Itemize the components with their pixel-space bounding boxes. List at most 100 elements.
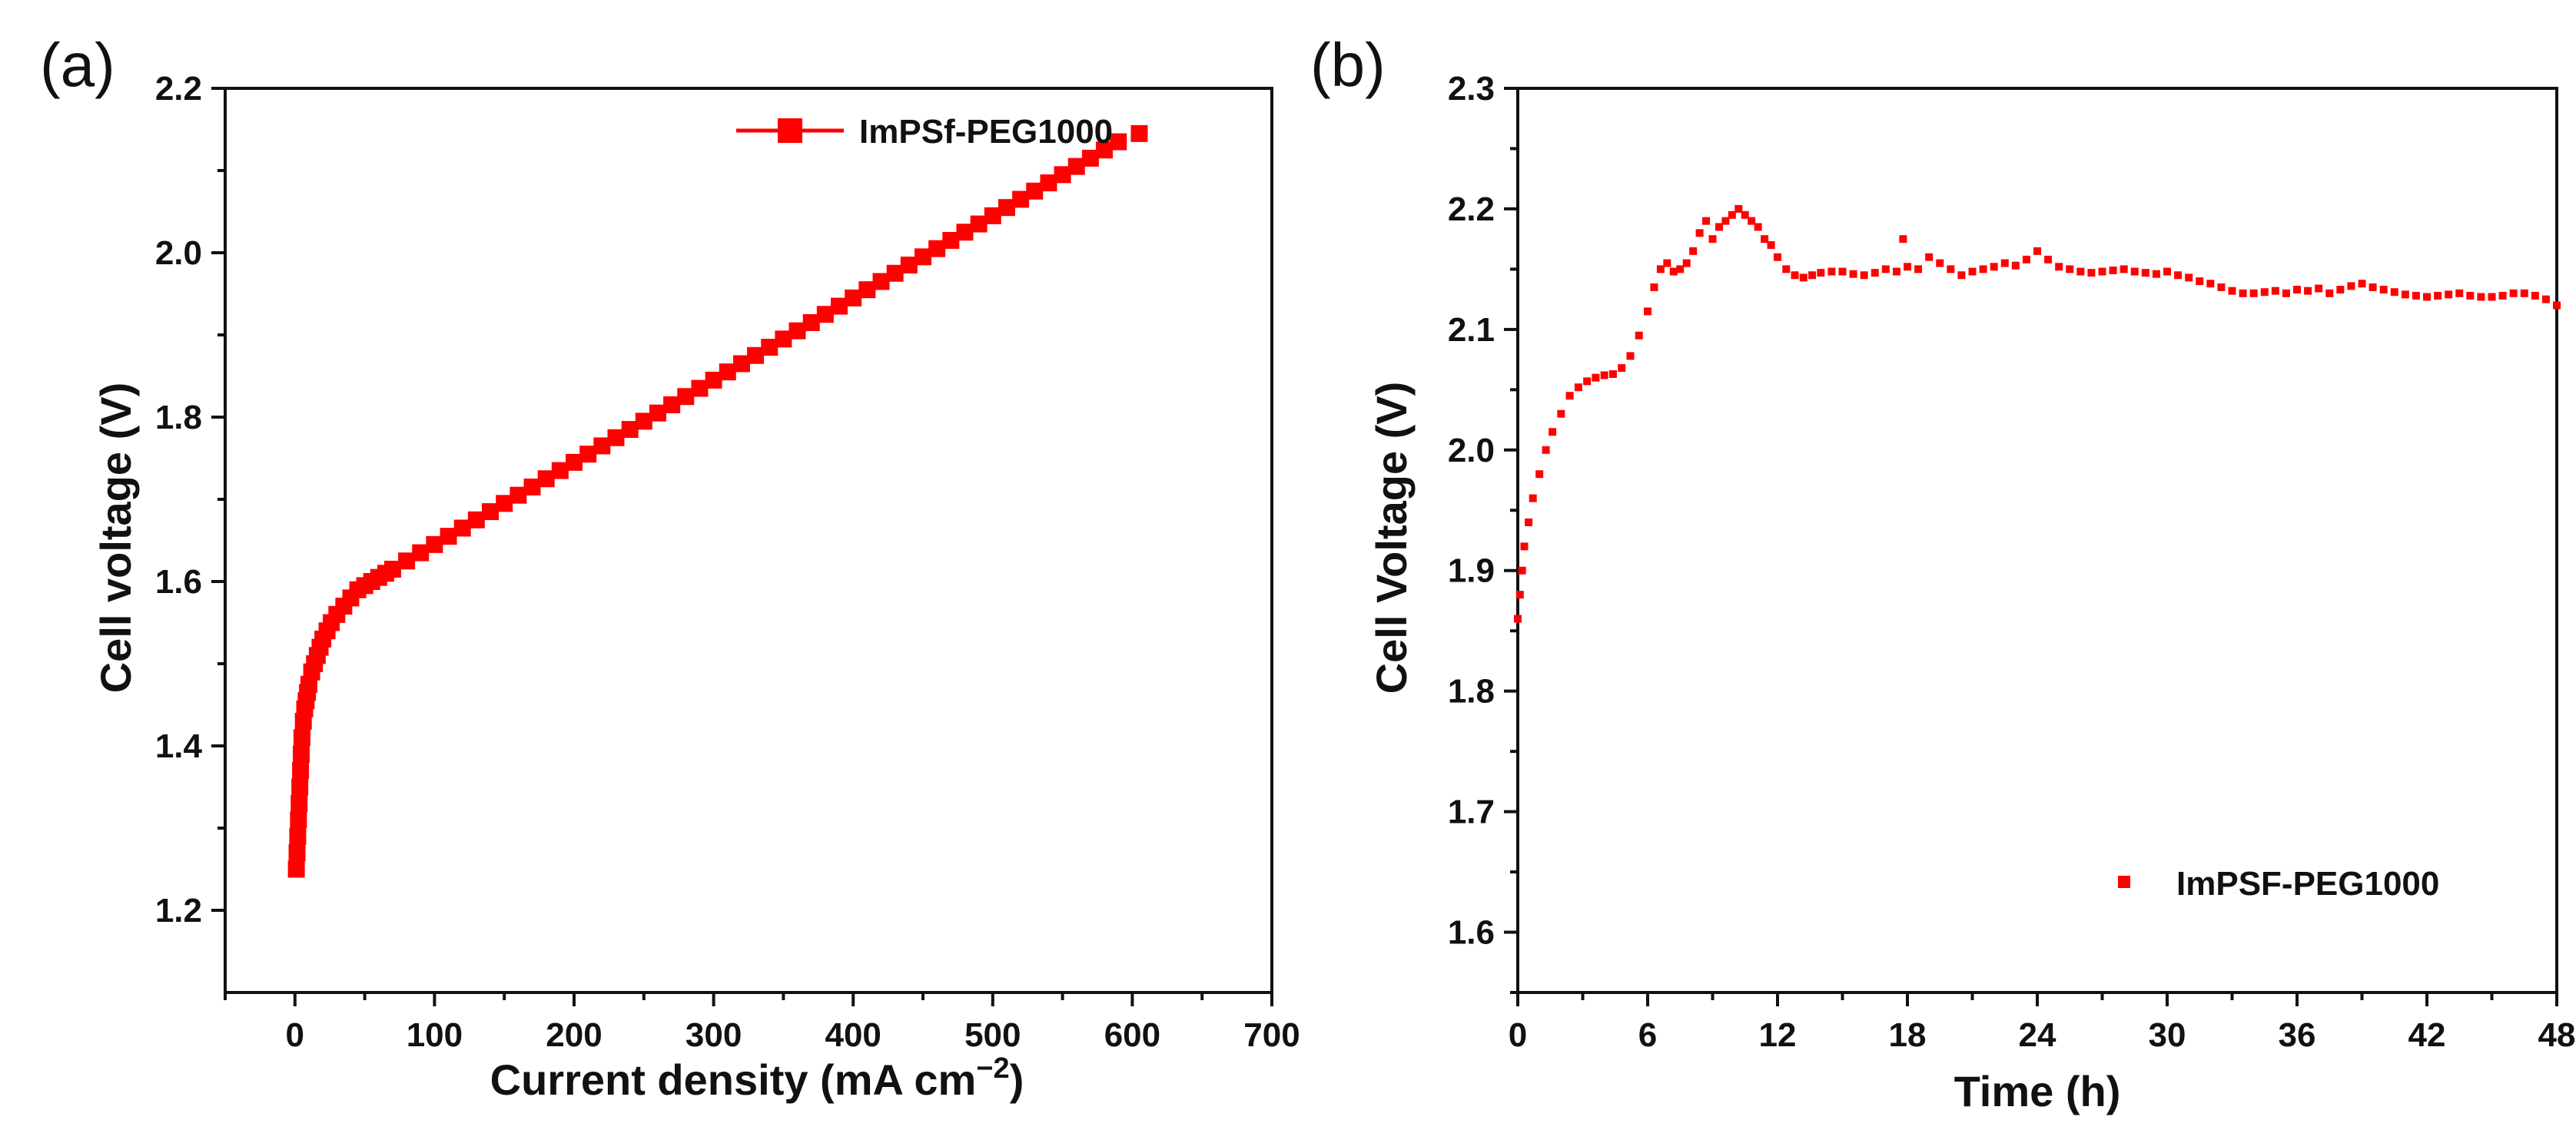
panel-b-data-point bbox=[2196, 277, 2204, 286]
panel-b-x-tick-label: 48 bbox=[2538, 1016, 2576, 1054]
panel-b-series bbox=[1514, 204, 2561, 623]
panel-b-data-point bbox=[1525, 518, 1533, 526]
panel-a-data-point bbox=[287, 860, 305, 878]
panel-a-data-point bbox=[551, 462, 569, 479]
panel-b-data-point bbox=[1899, 235, 1907, 244]
panel-b-data-point bbox=[1557, 409, 1565, 418]
panel-b-x-tick-label: 12 bbox=[1759, 1016, 1797, 1054]
panel-b-data-point bbox=[2000, 259, 2009, 267]
panel-a-data-point bbox=[426, 535, 443, 553]
panel-b-data-point bbox=[2130, 267, 2139, 276]
panel-b-data-point bbox=[2293, 286, 2301, 294]
panel-a-data-point bbox=[1040, 174, 1057, 192]
panel-a-data-point bbox=[900, 257, 918, 274]
panel-a-data-point bbox=[579, 446, 597, 463]
panel-b-data-point bbox=[2455, 289, 2464, 297]
panel-a-data-point bbox=[761, 339, 778, 356]
panel-a-data-point bbox=[290, 811, 307, 829]
panel-b-data-point bbox=[1936, 259, 1944, 267]
panel-a-x-tick-label: 300 bbox=[685, 1016, 742, 1054]
panel-a-legend-label: ImPSf-PEG1000 bbox=[859, 113, 1113, 151]
panel-b-x-tick-label: 0 bbox=[1509, 1016, 1527, 1054]
panel-b-data-point bbox=[2401, 290, 2409, 299]
panel-b-data-point bbox=[1767, 241, 1775, 250]
panel-a-data-point bbox=[845, 289, 862, 307]
panel-b-data-point bbox=[2358, 280, 2366, 288]
panel-a-data-point bbox=[788, 322, 806, 340]
panel-a-data-point bbox=[289, 827, 307, 845]
panel-a-data-point bbox=[412, 544, 430, 562]
panel-a-data-point bbox=[293, 729, 310, 747]
panel-b-y-tick-label: 1.9 bbox=[1448, 552, 1495, 590]
panel-a-data-point bbox=[1012, 191, 1030, 208]
panel-a-data-point bbox=[523, 478, 541, 495]
panel-b-y-tick-label: 2.3 bbox=[1448, 70, 1495, 108]
panel-a-y-tick-label: 2.0 bbox=[155, 234, 202, 272]
panel-b-data-point bbox=[1565, 392, 1574, 400]
panel-b-y-tick-label: 1.6 bbox=[1448, 914, 1495, 952]
panel-a-data-point bbox=[607, 429, 625, 446]
panel-b-data-point bbox=[1827, 267, 1836, 276]
panel-b-data-point bbox=[2087, 269, 2096, 277]
panel-a-data-point bbox=[398, 552, 416, 570]
panel-b-data-point bbox=[1618, 364, 1626, 373]
panel-a-data-point bbox=[635, 413, 652, 430]
panel-b-data-point bbox=[1695, 229, 1704, 237]
panel-a-data-point bbox=[292, 762, 310, 780]
panel-b-legend-marker bbox=[2118, 876, 2130, 888]
panel-b-data-point bbox=[1957, 271, 1966, 280]
panel-a-data-point bbox=[1096, 141, 1114, 159]
panel-b-data-point bbox=[1860, 271, 1868, 280]
panel-b-data-point bbox=[1574, 383, 1582, 392]
panel-a-data-point bbox=[292, 745, 310, 763]
panel-b-x-tick-label: 42 bbox=[2408, 1016, 2446, 1054]
panel-a-data-point bbox=[291, 778, 309, 796]
panel-a-x-tick-label: 700 bbox=[1243, 1016, 1300, 1054]
panel-a-data-point bbox=[802, 313, 820, 331]
panel-b-data-point bbox=[1542, 446, 1550, 454]
panel-b-data-point bbox=[1817, 269, 1825, 277]
panel-a-data-point bbox=[942, 231, 960, 249]
panel-b-data-point bbox=[2011, 261, 2020, 270]
panel-a-data-point bbox=[719, 363, 736, 381]
panel-a-data-point bbox=[831, 297, 848, 315]
panel-b-data-point bbox=[2445, 290, 2453, 299]
panel-b-data-point bbox=[2163, 267, 2171, 276]
panel-b-data-point bbox=[1979, 265, 1987, 273]
panel-b-data-point bbox=[1871, 269, 1879, 277]
panel-b-data-point bbox=[2260, 288, 2269, 297]
panel-b-data-point bbox=[2044, 255, 2053, 263]
panel-b-data-point bbox=[2434, 291, 2442, 300]
panel-b-data-point bbox=[1715, 223, 1723, 231]
panel-b-data-point bbox=[1676, 265, 1685, 273]
panel-a-data-point bbox=[677, 388, 695, 406]
panel-b-data-point bbox=[1774, 253, 1781, 261]
panel-b-data-point bbox=[1754, 223, 1762, 231]
panel-b-data-point bbox=[1515, 591, 1524, 599]
panel-a-data-point bbox=[691, 379, 709, 397]
panel-b-data-point bbox=[2033, 247, 2041, 255]
panel-a-series bbox=[287, 124, 1148, 878]
panel-b-x-tick-label: 24 bbox=[2019, 1016, 2056, 1054]
panel-a-data-point bbox=[956, 224, 974, 241]
panel-b-x-tick-label: 18 bbox=[1889, 1016, 1927, 1054]
panel-b-y-axis-title: Cell Voltage (V) bbox=[1367, 382, 1416, 694]
panel-a-data-point bbox=[816, 306, 834, 323]
panel-b-data-point bbox=[1761, 235, 1769, 244]
panel-b-data-point bbox=[2141, 269, 2149, 277]
panel-a-data-point bbox=[858, 281, 876, 299]
panel-b-data-point bbox=[1881, 265, 1890, 273]
panel-b-data-point bbox=[1721, 217, 1730, 225]
panel-a-data-point bbox=[290, 794, 308, 812]
panel-a-y-tick-label: 2.2 bbox=[155, 70, 202, 108]
panel-a-x-tick-label: 500 bbox=[964, 1016, 1021, 1054]
panel-a-data-point bbox=[1067, 157, 1085, 175]
panel-b-data-point bbox=[1904, 263, 1911, 271]
panel-a-data-point bbox=[1026, 182, 1044, 200]
panel-a-x-tick-label: 0 bbox=[286, 1016, 304, 1054]
panel-b-data-point bbox=[1529, 494, 1537, 502]
panel-b-data-point bbox=[2347, 282, 2355, 290]
panel-b-y-tick-label: 2.0 bbox=[1448, 432, 1495, 469]
panel-b-data-point bbox=[1663, 259, 1671, 267]
panel-b-data-point bbox=[2206, 280, 2215, 288]
